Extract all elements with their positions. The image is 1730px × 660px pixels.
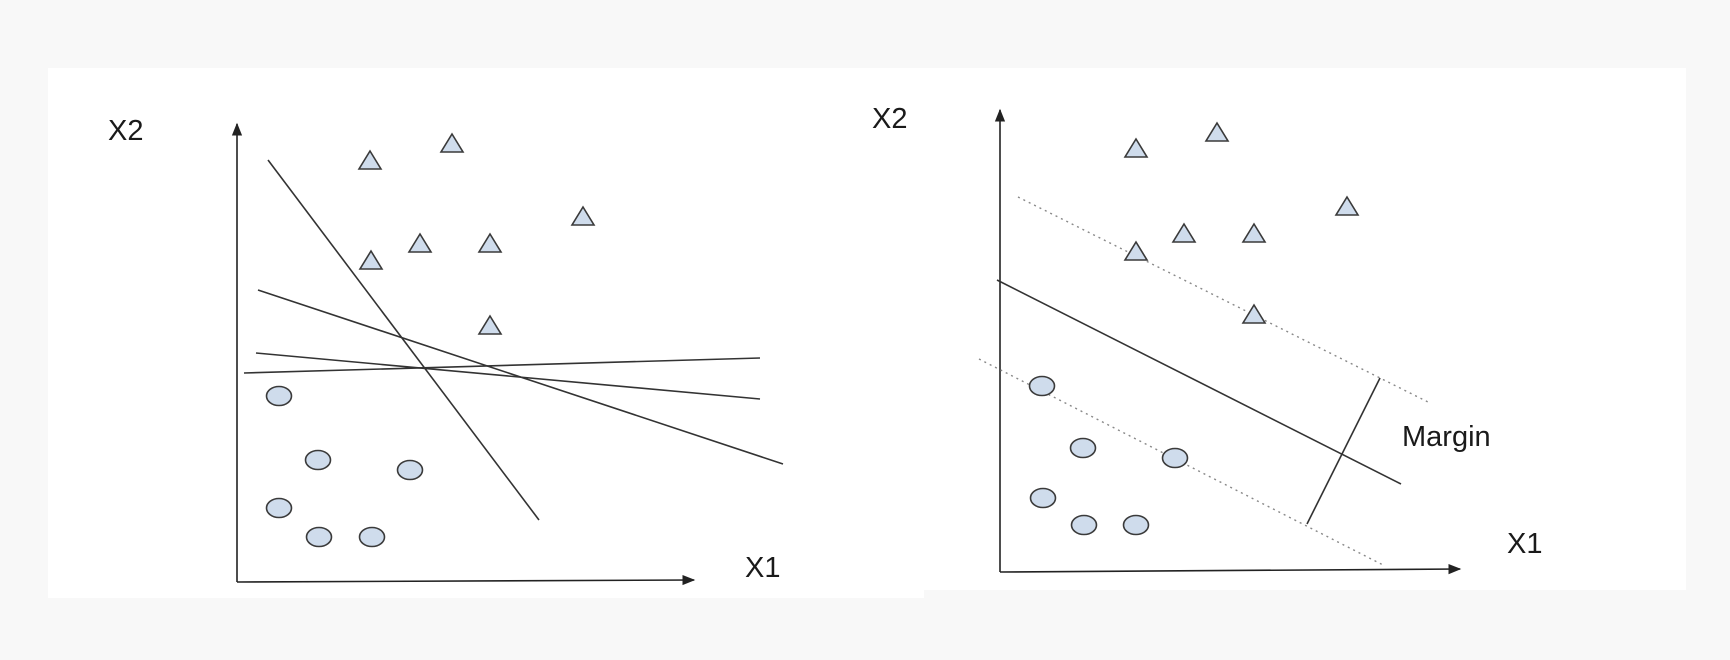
- margin-width-marker: [1306, 377, 1381, 525]
- triangle-point: [439, 132, 465, 153]
- candidate-hyperplanes: [243, 159, 784, 521]
- separating-line: [267, 159, 540, 521]
- right-x-axis: [999, 563, 1462, 575]
- triangle-point: [1171, 222, 1197, 243]
- circle-point: [1028, 375, 1056, 397]
- right-y-axis-label: X2: [872, 103, 907, 135]
- circle-point: [265, 385, 293, 407]
- triangle-point: [477, 314, 503, 335]
- lower-margin-line: [978, 358, 1386, 567]
- circle-point: [305, 526, 333, 548]
- hyperplane-and-margins: [978, 196, 1431, 567]
- triangle-point: [1241, 222, 1267, 243]
- triangle-point: [477, 232, 503, 253]
- circle-point: [1122, 514, 1150, 536]
- separating-line: [243, 357, 761, 374]
- left-x-axis-label: X1: [745, 552, 780, 584]
- circle-point: [1161, 447, 1189, 469]
- separating-line: [255, 352, 761, 400]
- triangle-point: [1241, 303, 1267, 324]
- circle-point: [358, 526, 386, 548]
- left-y-axis-label: X2: [108, 115, 143, 147]
- left-x-axis: [236, 574, 696, 586]
- right-x-axis-label: X1: [1507, 528, 1542, 560]
- optimal-hyperplane: [996, 279, 1402, 485]
- triangle-point: [407, 232, 433, 253]
- right-panel-background: [924, 68, 1686, 590]
- right-data-points: [1028, 121, 1360, 536]
- circle-point: [265, 497, 293, 519]
- margin-label: Margin: [1402, 421, 1491, 453]
- circle-point: [1029, 487, 1057, 509]
- triangle-point: [1123, 240, 1149, 261]
- triangle-point: [1204, 121, 1230, 142]
- max-margin-panel: X2 X1 Margin: [872, 68, 1686, 590]
- triangle-point: [358, 249, 384, 270]
- left-data-points: [265, 132, 596, 548]
- circle-point: [1069, 437, 1097, 459]
- triangle-point: [1334, 195, 1360, 216]
- circle-point: [304, 449, 332, 471]
- circle-point: [396, 459, 424, 481]
- many-hyperplanes-panel: X2 X1: [48, 68, 924, 598]
- triangle-point: [570, 205, 596, 226]
- triangle-point: [357, 149, 383, 170]
- circle-point: [1070, 514, 1098, 536]
- triangle-point: [1123, 137, 1149, 158]
